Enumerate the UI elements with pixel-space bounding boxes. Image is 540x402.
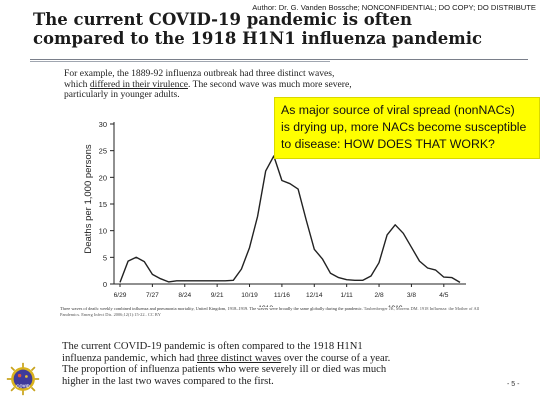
y-tick-label: 20 xyxy=(99,173,107,182)
intro-line-2: which differed in their virulence. The s… xyxy=(64,78,394,91)
x-tick-label: 10/19 xyxy=(241,292,258,299)
y-tick-label: 10 xyxy=(99,227,107,236)
yellow-callout: As major source of viral spread (nonNACs… xyxy=(274,97,540,159)
slide-title: The current COVID-19 pandemic is often c… xyxy=(33,10,533,48)
year-label: 1918 xyxy=(258,305,273,307)
body-paragraph: The current COVID-19 pandemic is often c… xyxy=(62,341,502,387)
title-line-1: The current COVID-19 pandemic is often xyxy=(33,10,413,29)
x-tick-label: 3/8 xyxy=(407,292,416,299)
x-tick-label: 7/27 xyxy=(146,292,159,299)
y-tick-label: 0 xyxy=(103,280,107,289)
body-text-b: over the course of a year. xyxy=(281,352,391,364)
intro-text-b: . The second wave was much more severe, xyxy=(187,78,352,90)
x-tick-label: 12/14 xyxy=(306,292,323,299)
mortality-line xyxy=(119,155,461,284)
logo-dot-left xyxy=(17,373,22,378)
x-tick-label: 4/5 xyxy=(439,292,448,299)
author-notice: Author: Dr. G. Vanden Bossche; NONCONFID… xyxy=(252,3,536,12)
logo-dot-right xyxy=(25,375,28,378)
callout-line-1: As major source of viral spread (nonNACs… xyxy=(281,103,515,117)
callout-line-2: is drying up, more NACs become susceptib… xyxy=(281,120,527,134)
caption-citation: Taubenberger JK, Morens DM. 1918 Influen… xyxy=(60,306,480,317)
x-tick-label: 9/21 xyxy=(211,292,224,299)
body-line-4: higher in the last two waves compared to… xyxy=(62,375,274,387)
y-tick-label: 30 xyxy=(99,120,107,129)
x-tick-label: 6/29 xyxy=(114,292,127,299)
y-tick-label: 15 xyxy=(99,200,107,209)
x-tick-label: 11/16 xyxy=(274,292,290,299)
body-line-1: The current COVID-19 pandemic is often c… xyxy=(62,341,363,352)
x-tick-label: 2/8 xyxy=(374,292,383,299)
intro-paragraph: For example, the 1889-92 influenza outbr… xyxy=(64,68,394,101)
logo-text: COVID xyxy=(16,384,29,389)
x-tick-label: 8/24 xyxy=(178,292,191,299)
intro-text-a: which xyxy=(64,78,90,90)
y-tick-label: 25 xyxy=(99,147,107,156)
caption-text: Three waves of death: weekly combined in… xyxy=(60,306,364,311)
covid-logo: COVID xyxy=(6,362,40,396)
y-axis-ticks: 0 5 10 15 20 25 30 xyxy=(99,120,114,289)
page-number: - 5 - xyxy=(507,381,520,388)
mortality-series xyxy=(119,155,461,284)
intro-line-1: For example, the 1889-92 influenza outbr… xyxy=(64,68,335,79)
body-underlined-text: three distinct waves xyxy=(197,352,282,364)
callout-line-3: to disease: HOW DOES THAT WORK? xyxy=(281,137,495,151)
mortality-chart: Deaths per 1,000 persons 0 5 10 15 20 25 30 6/… xyxy=(83,120,466,307)
y-axis-label: Deaths per 1,000 persons xyxy=(83,144,94,254)
body-line-3: The proportion of influenza patients who… xyxy=(62,364,387,376)
x-axis-ticks: 6/29 7/27 8/24 9/21 10/19 11/16 12/14 1/11 2/8 3/… xyxy=(114,284,449,299)
intro-line-3: particularly in younger adults. xyxy=(64,89,180,101)
intro-underlined-text: differed in their virulence xyxy=(89,78,188,90)
title-divider xyxy=(30,59,528,60)
y-tick-label: 5 xyxy=(103,253,107,262)
title-divider-secondary xyxy=(30,61,330,62)
x-tick-label: 1/11 xyxy=(340,292,353,299)
title-line-2: compared to the 1918 H1N1 influenza pand… xyxy=(33,29,483,48)
figure-caption: Three waves of death: weekly combined in… xyxy=(60,306,480,317)
year-labels: 1918 1919 xyxy=(258,305,403,307)
year-label: 1919 xyxy=(388,305,403,307)
body-line-2: influenza pandemic, which had three dist… xyxy=(62,353,502,365)
logo-core xyxy=(13,369,33,389)
body-text-a: influenza pandemic, which had xyxy=(62,352,198,364)
